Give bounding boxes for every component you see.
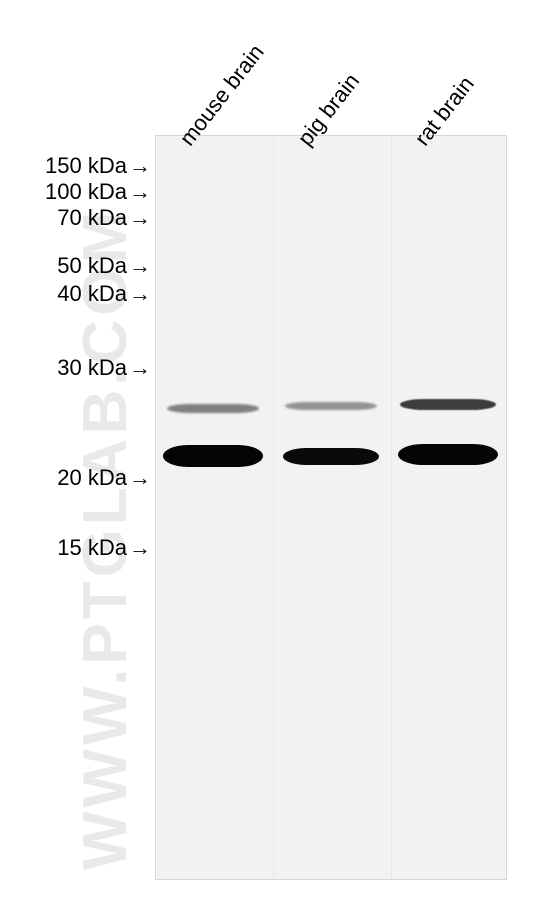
lane-divider <box>391 136 392 879</box>
marker-label: 40 kDa→ <box>57 281 151 307</box>
band <box>285 402 377 410</box>
lane-divider <box>273 136 274 879</box>
marker-label: 30 kDa→ <box>57 355 151 381</box>
marker-label: 150 kDa→ <box>45 153 151 179</box>
band <box>400 399 496 410</box>
marker-label: 20 kDa→ <box>57 465 151 491</box>
band <box>283 448 379 465</box>
band <box>167 404 259 413</box>
marker-label: 15 kDa→ <box>57 535 151 561</box>
band <box>398 444 498 465</box>
marker-label: 70 kDa→ <box>57 205 151 231</box>
band <box>163 445 263 467</box>
marker-label: 100 kDa→ <box>45 179 151 205</box>
blot-membrane <box>155 135 507 880</box>
marker-label: 50 kDa→ <box>57 253 151 279</box>
